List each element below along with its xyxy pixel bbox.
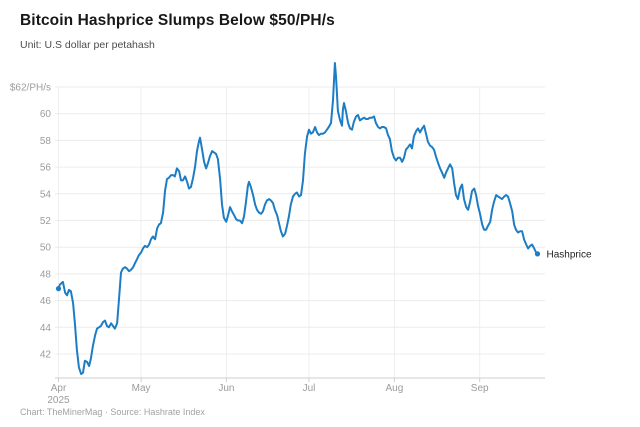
x-tick-label: May (132, 383, 151, 394)
y-tick-label: 48 (40, 269, 52, 280)
chart-credit: Chart: TheMinerMag · Source: Hashrate In… (20, 407, 205, 417)
x-tick-label: Sep (471, 383, 489, 394)
y-tick-label: 42 (40, 350, 52, 361)
y-tick-label: 52 (40, 216, 52, 227)
chart-title: Bitcoin Hashprice Slumps Below $50/PH/s (20, 12, 335, 29)
y-tick-label: 50 (40, 243, 52, 254)
x-tick-year-label: 2025 (47, 395, 70, 406)
series-end-label: Hashprice (547, 249, 592, 260)
x-tick-label: Apr (51, 383, 67, 394)
y-tick-label: 54 (40, 189, 52, 200)
y-tick-label: $62/PH/s (10, 83, 51, 94)
hashprice-line (57, 62, 539, 375)
y-tick-label: 58 (40, 136, 52, 147)
y-tick-label: 60 (40, 109, 52, 120)
y-tick-label: 56 (40, 163, 52, 174)
series-start-dot (55, 286, 62, 292)
y-tick-label: 46 (40, 296, 52, 307)
x-tick-label: Aug (386, 383, 404, 394)
y-tick-label: 44 (40, 323, 52, 334)
x-tick-label: Jun (218, 383, 234, 394)
x-tick-label: Jul (303, 383, 316, 394)
chart-subtitle: Unit: U.S dollar per petahash (20, 39, 155, 51)
series-end-dot (534, 251, 541, 257)
